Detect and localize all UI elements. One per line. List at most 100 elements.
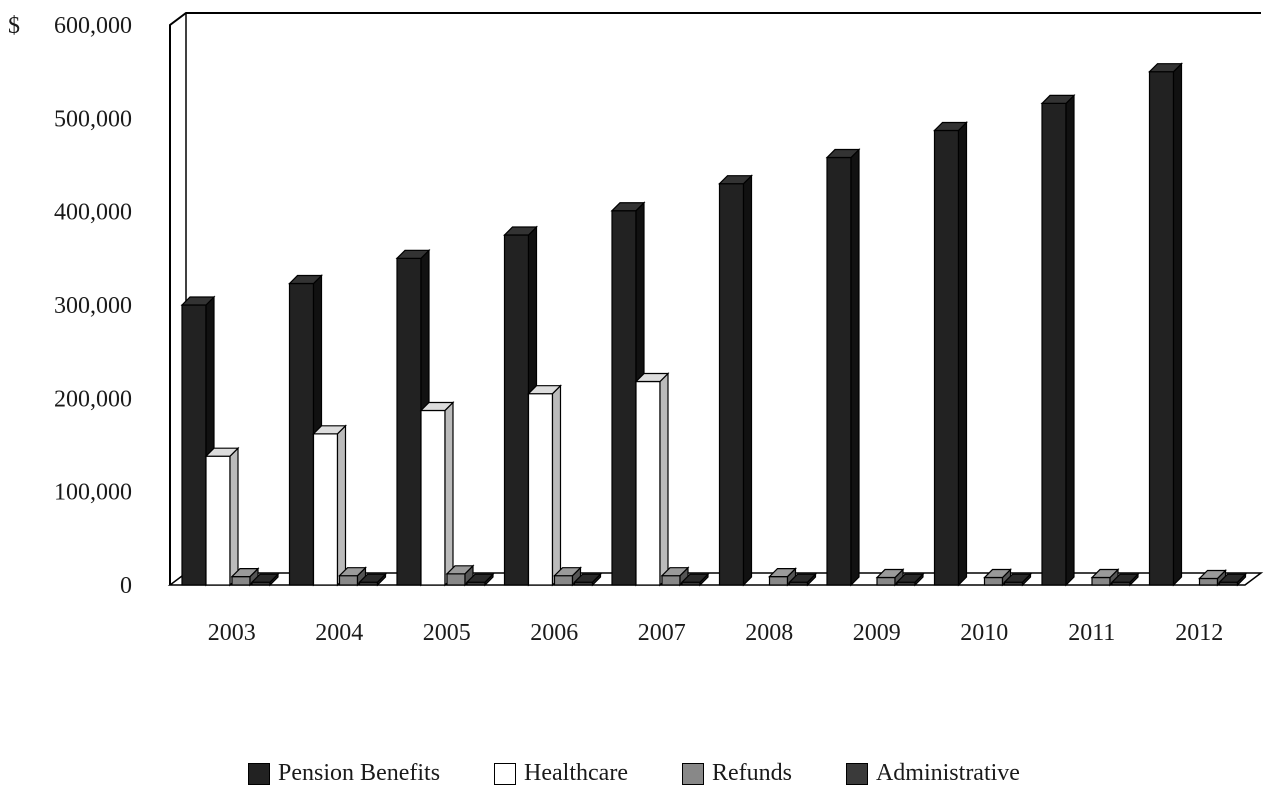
- bar-top: [1003, 573, 1032, 583]
- bar-top: [419, 401, 455, 412]
- bar-side: [659, 372, 669, 587]
- legend-label: Administrative: [875, 760, 1020, 786]
- bar-front: [768, 575, 789, 586]
- bar-top: [250, 573, 280, 583]
- bar-top: [875, 568, 905, 579]
- bar-front: [420, 409, 446, 586]
- bar-side: [850, 148, 860, 587]
- bar-front: [876, 576, 896, 586]
- bar-administrative: [1110, 572, 1140, 587]
- bar-refunds: [1198, 569, 1227, 587]
- bar-side: [551, 384, 562, 587]
- legend-label: Healthcare: [524, 760, 628, 786]
- bar-top: [825, 148, 861, 159]
- bar-top: [503, 226, 538, 236]
- bar-pension-benefits: [933, 121, 968, 587]
- x-tick-label: 2011: [1068, 620, 1115, 646]
- y-tick-label: 100,000: [54, 480, 132, 506]
- bar-top: [395, 249, 431, 259]
- bar-top: [768, 567, 797, 578]
- x-tick-label: 2006: [530, 620, 578, 646]
- legend: Pension Benefits Healthcare Refunds Adminis…: [0, 760, 1268, 787]
- bar-front: [635, 380, 661, 586]
- bar-top: [718, 175, 753, 185]
- legend-label: Pension Benefits: [278, 760, 441, 786]
- bar-healthcare: [634, 372, 670, 587]
- x-tick-label: 2010: [960, 620, 1008, 646]
- bar-administrative: [895, 572, 925, 587]
- bar-administrative: [250, 572, 280, 587]
- legend-item: Administrative: [845, 760, 1020, 787]
- bar-front: [312, 433, 339, 586]
- bar-top: [338, 567, 367, 577]
- bar-side: [444, 401, 454, 587]
- bar-side: [336, 424, 347, 587]
- legend-item: Pension Benefits: [248, 760, 440, 787]
- bar-top: [660, 567, 690, 577]
- bar-administrative: [680, 572, 710, 587]
- bar-top: [1110, 573, 1140, 583]
- bar-administrative: [573, 572, 602, 587]
- bar-front: [611, 210, 637, 586]
- legend-swatch: [248, 762, 271, 785]
- bar-top: [610, 202, 646, 212]
- bar-front: [1198, 577, 1219, 586]
- bar-front: [1091, 576, 1111, 586]
- bar-refunds: [875, 568, 905, 587]
- bar-front: [231, 575, 251, 586]
- bar-front: [718, 183, 745, 586]
- bar-top: [983, 568, 1012, 579]
- legend-item: Healthcare: [494, 760, 628, 787]
- bar-top: [895, 573, 925, 583]
- bar-front: [661, 575, 681, 586]
- bar-top: [465, 573, 495, 583]
- bar-administrative: [1218, 572, 1247, 587]
- bar-pension-benefits: [1148, 62, 1183, 587]
- bar-top: [180, 296, 216, 306]
- bar-administrative: [788, 572, 817, 587]
- bar-top: [1040, 94, 1076, 105]
- bar-front: [1148, 71, 1175, 586]
- bar-top: [788, 573, 817, 583]
- y-tick-label: 500,000: [54, 106, 132, 132]
- bar-refunds: [553, 566, 582, 587]
- bar-top: [933, 121, 968, 132]
- legend-swatch: [494, 762, 517, 785]
- bar-pension-benefits: [1040, 93, 1076, 587]
- bar-top: [288, 274, 323, 285]
- bar-refunds: [338, 566, 367, 587]
- x-tick-label: 2004: [315, 620, 363, 646]
- bar-top: [1148, 63, 1183, 73]
- bar-healthcare: [419, 401, 455, 587]
- legend-item: Refunds: [681, 760, 792, 787]
- bar-top: [1090, 568, 1120, 579]
- bar-top: [680, 573, 710, 583]
- bar-front: [826, 156, 852, 586]
- legend-label: Refunds: [711, 760, 792, 786]
- bar-healthcare: [312, 424, 347, 587]
- bar-front: [338, 575, 359, 586]
- y-tick-label: 400,000: [54, 200, 132, 226]
- bar-pension-benefits: [718, 174, 753, 587]
- bar-front: [503, 234, 530, 586]
- bar-pension-benefits: [825, 148, 861, 587]
- bar-administrative: [1003, 572, 1032, 587]
- x-tick-label: 2007: [638, 620, 686, 646]
- bar-side: [1172, 62, 1183, 587]
- bar-front: [983, 576, 1004, 586]
- bar-side: [229, 446, 239, 587]
- bar-healthcare: [527, 384, 562, 587]
- x-tick-label: 2008: [745, 620, 793, 646]
- bar-front: [446, 573, 466, 586]
- x-tick-label: 2012: [1175, 620, 1223, 646]
- bar-top: [312, 425, 347, 435]
- y-tick-label: 200,000: [54, 386, 132, 412]
- x-tick-label: 2005: [423, 620, 471, 646]
- y-tick-label: 600,000: [54, 13, 132, 39]
- bar-top: [634, 372, 670, 383]
- bar-front: [181, 304, 207, 586]
- bar-front: [205, 455, 231, 586]
- y-tick-label: 0: [120, 573, 132, 599]
